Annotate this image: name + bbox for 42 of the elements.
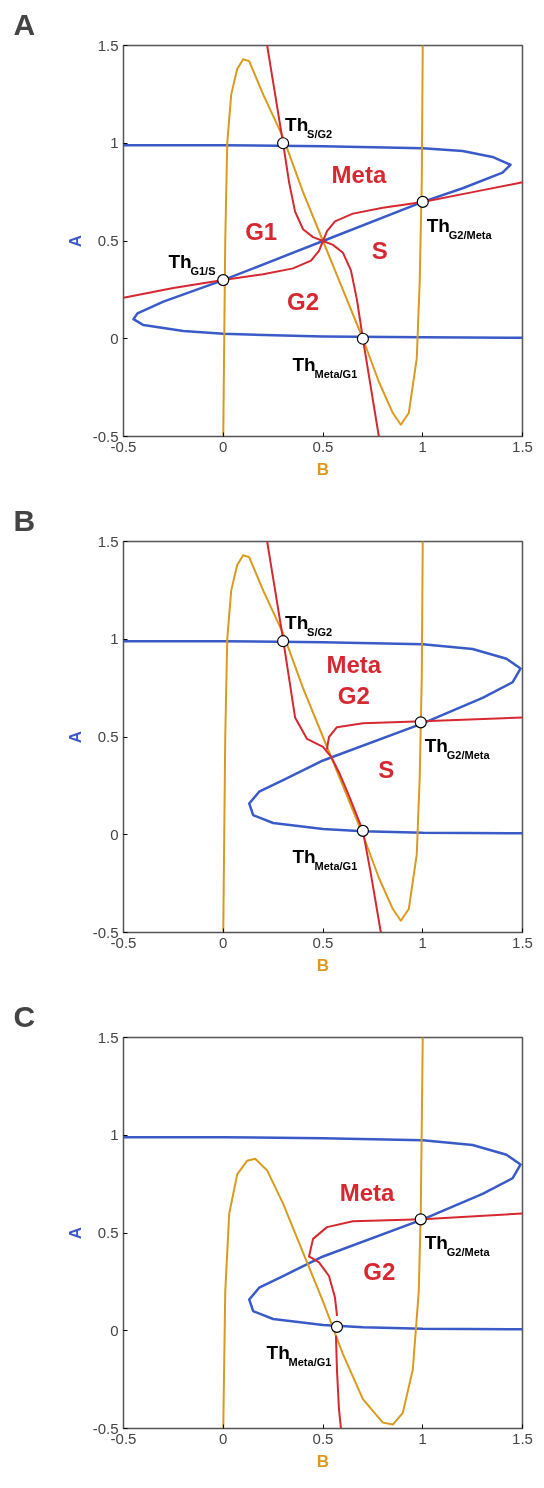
annotation: S xyxy=(371,236,388,264)
chart-title: B xyxy=(13,503,36,537)
x-tick-label: 0.5 xyxy=(312,437,334,455)
y-tick-label: 1.5 xyxy=(97,1028,119,1046)
y-tick-label: 1.5 xyxy=(97,532,119,550)
x-tick-label: 1.5 xyxy=(512,1429,533,1447)
x-tick-label: 0 xyxy=(219,933,228,951)
y-tick-label: 1.5 xyxy=(97,36,119,54)
x-tick-label: 1.5 xyxy=(512,437,533,455)
y-tick-label: 0 xyxy=(110,825,119,843)
y-tick-label: 0.5 xyxy=(97,1224,119,1241)
y-tick-label: 1 xyxy=(110,1126,119,1144)
y-tick-label: 0 xyxy=(110,329,119,347)
y-tick-label: 1 xyxy=(110,134,119,152)
annotation: Meta xyxy=(331,160,387,188)
annotation: S xyxy=(378,756,395,784)
y-axis-title: A xyxy=(65,234,85,248)
annotation: G2 xyxy=(337,681,370,709)
y-axis-title: A xyxy=(65,730,85,744)
x-tick-label: 1 xyxy=(418,1429,427,1447)
x-axis-title: B xyxy=(316,1451,330,1471)
x-tick-label: 0 xyxy=(219,1429,228,1447)
x-tick-label: 0 xyxy=(219,437,228,455)
x-axis-title: B xyxy=(316,459,330,479)
annotation: G2 xyxy=(287,287,320,315)
y-tick-label: 0.5 xyxy=(97,728,119,745)
x-tick-label: 0.5 xyxy=(312,1429,334,1447)
chart-title: C xyxy=(13,999,36,1033)
annotation: Meta xyxy=(339,1179,396,1207)
y-tick-label: 1 xyxy=(110,630,119,648)
annotation: G2 xyxy=(363,1258,396,1286)
chart-title: A xyxy=(13,7,36,41)
x-tick-label: 1 xyxy=(418,933,427,951)
y-tick-label: 0.5 xyxy=(97,232,119,249)
x-axis-title: B xyxy=(316,955,330,975)
annotation: Meta xyxy=(326,650,382,678)
y-axis-title: A xyxy=(65,1226,85,1240)
annotation: G1 xyxy=(245,217,278,245)
y-tick-label: 0 xyxy=(110,1321,119,1339)
x-tick-label: 0.5 xyxy=(312,933,334,951)
x-tick-label: 1 xyxy=(418,437,427,455)
x-tick-label: 1.5 xyxy=(512,933,533,951)
